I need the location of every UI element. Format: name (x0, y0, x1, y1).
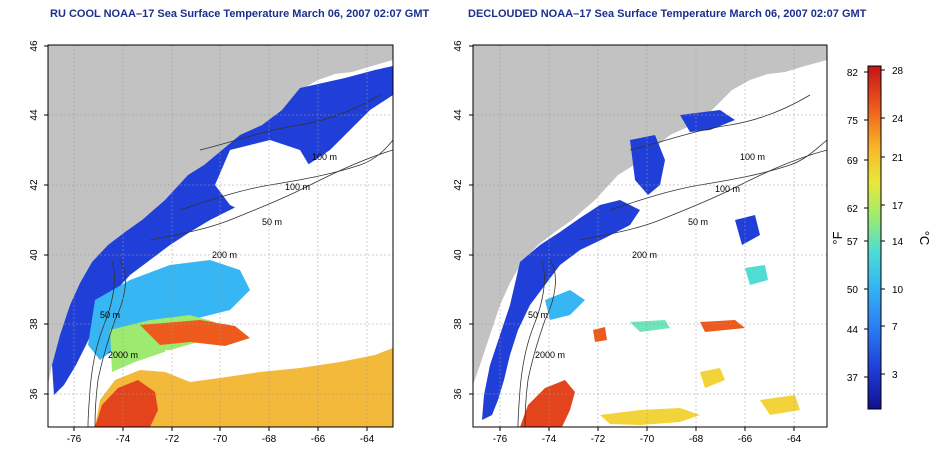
colorbar-c-tick: 14 (892, 237, 904, 248)
colorbar-f-tick: 82 (847, 68, 859, 79)
y-tick-label: 44 (29, 109, 40, 121)
contour-label: 200 m (212, 250, 237, 260)
colorbar-f-tick: 69 (847, 156, 859, 167)
colorbar: 82 75 69 62 57 50 44 37 28 24 21 17 14 1… (830, 65, 932, 410)
y-tick-label: 42 (453, 179, 464, 191)
contour-label: 50 m (688, 217, 708, 227)
x-tick-label: -76 (67, 434, 82, 445)
contour-label: 2000 m (535, 350, 565, 360)
colorbar-c-tick: 24 (892, 114, 904, 125)
x-tick-label: -64 (787, 434, 802, 445)
colorbar-c-tick: 10 (892, 285, 904, 296)
warm-patch-right (600, 408, 700, 425)
hot-core-left (95, 380, 158, 427)
contour-line (149, 149, 393, 241)
map-border-right (472, 44, 828, 428)
y-tick-label: 38 (29, 318, 40, 330)
mid-water-right (545, 290, 585, 320)
x-tick-label: -74 (542, 434, 557, 445)
contour-label: 100 m (740, 152, 765, 162)
panel-right-title: DECLOUDED NOAA–17 Sea Surface Temperatur… (468, 8, 867, 20)
mid-patch-right-2 (745, 265, 768, 285)
hot-core-right (520, 380, 575, 427)
x-tick-label: -70 (640, 434, 655, 445)
contour-label: 100 m (312, 152, 337, 162)
cold-patch-right-2 (680, 110, 735, 132)
contour-line (579, 149, 827, 241)
warm-dot-right (593, 327, 607, 342)
contour-label: 200 m (632, 250, 657, 260)
y-tick-label: 42 (29, 179, 40, 191)
contour-line (629, 94, 811, 151)
x-tick-label: -68 (689, 434, 704, 445)
warm-patch-right-3 (760, 395, 800, 415)
x-tick-label: -72 (591, 434, 606, 445)
contour-line (87, 261, 115, 427)
cloud-band-left (245, 205, 393, 310)
y-tick-label: 36 (29, 388, 40, 400)
contour-label: 100 m (285, 182, 310, 192)
warm-water-left (95, 348, 393, 427)
contour-label: 50 m (528, 310, 548, 320)
contour-label: 100 m (715, 184, 740, 194)
contour-label: 50 m (262, 217, 282, 227)
contour-label: 50 m (100, 310, 120, 320)
cloud-band-lower-left (165, 340, 370, 368)
x-tick-label: -70 (213, 434, 228, 445)
colorbar-unit-celsius: °C (917, 231, 932, 246)
warm-patch-right-2 (700, 368, 725, 388)
x-tick-label: -66 (738, 434, 753, 445)
colorbar-f-tick: 37 (847, 373, 859, 384)
contour-label: 2000 m (108, 350, 138, 360)
x-tick-label: -64 (360, 434, 375, 445)
x-tick-label: -72 (165, 434, 180, 445)
x-tick-label: -76 (493, 434, 508, 445)
colorbar-c-tick: 3 (892, 370, 898, 381)
cloud-cover-left (215, 140, 315, 215)
map-panel-left: 100 m 100 m 50 m 200 m 50 m 2000 m -76 -… (29, 40, 394, 445)
y-tick-label: 46 (453, 40, 464, 52)
graticule-right (473, 45, 827, 427)
graticule-left (48, 45, 393, 427)
map-panel-right: 100 m 100 m 50 m 200 m 50 m 2000 m -76 -… (453, 40, 828, 445)
mid-patch-right (630, 320, 670, 332)
x-tick-label: -66 (311, 434, 326, 445)
axis-ticks-left (44, 45, 368, 431)
gulf-stream-left (140, 320, 250, 346)
colorbar-c-tick: 21 (892, 153, 904, 164)
y-tick-label: 38 (453, 318, 464, 330)
y-tick-label: 40 (29, 249, 40, 261)
warm-streak-right (700, 320, 745, 332)
colorbar-f-tick: 50 (847, 285, 859, 296)
land-mass-left (48, 45, 393, 385)
contour-line (94, 259, 126, 427)
colorbar-f-tick: 62 (847, 204, 859, 215)
cold-patch-right (630, 135, 665, 195)
colorbar-c-tick: 17 (892, 201, 904, 212)
x-tick-label: -74 (116, 434, 131, 445)
cold-shelf-water-left (52, 66, 393, 395)
y-tick-label: 44 (453, 109, 464, 121)
contour-line (179, 139, 393, 211)
cold-coastal-water-right (482, 200, 640, 420)
colorbar-c-tick: 28 (892, 66, 904, 77)
y-tick-label: 36 (453, 388, 464, 400)
colorbar-gradient (867, 65, 882, 410)
axis-ticks-right (469, 45, 795, 431)
colorbar-unit-fahrenheit: °F (830, 231, 845, 244)
colorbar-c-tick: 7 (892, 322, 898, 333)
x-tick-label: -68 (262, 434, 277, 445)
contour-line (517, 261, 545, 427)
land-mass-right (473, 45, 827, 385)
colorbar-f-tick: 57 (847, 237, 859, 248)
contour-line (524, 259, 556, 427)
cold-patch-right-3 (735, 215, 760, 245)
colorbar-f-tick: 75 (847, 116, 859, 127)
y-tick-label: 46 (29, 40, 40, 52)
y-tick-label: 40 (453, 249, 464, 261)
panel-left-title: RU COOL NOAA–17 Sea Surface Temperature … (50, 8, 430, 20)
colorbar-f-tick: 44 (847, 325, 859, 336)
contour-line (199, 94, 381, 151)
